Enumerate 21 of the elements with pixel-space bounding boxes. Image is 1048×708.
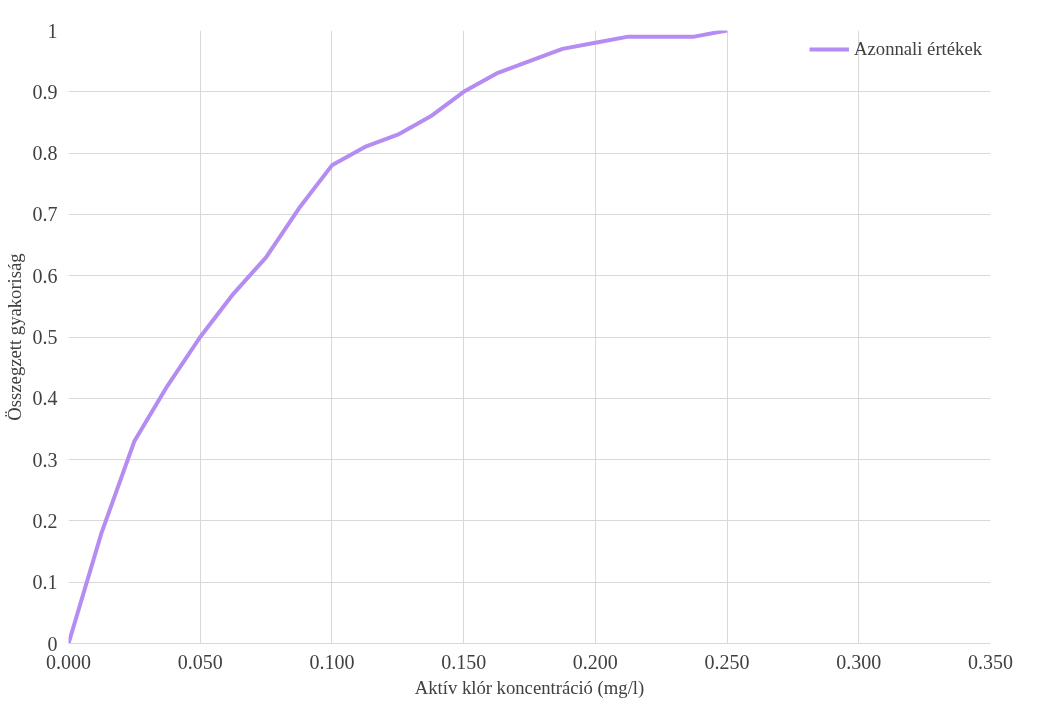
y-tick-label: 0.7 <box>32 203 58 226</box>
x-tick-label: 0.250 <box>704 650 750 673</box>
x-tick-label: 0.050 <box>177 650 223 673</box>
y-tick-label: 0.6 <box>32 264 58 287</box>
x-tick-label: 0.100 <box>309 650 355 673</box>
y-tick-label: 0.3 <box>32 448 58 471</box>
x-tick-label: 0.150 <box>441 650 487 673</box>
legend-label: Azonnali értékek <box>854 38 982 60</box>
y-tick-label: 1 <box>47 19 58 42</box>
x-tick-label: 0.200 <box>572 650 618 673</box>
x-axis-title: Aktív klór koncentráció (mg/l) <box>414 676 645 699</box>
y-tick-label: 0.5 <box>32 326 58 348</box>
x-tick-label: 0.300 <box>836 650 882 673</box>
y-tick-label: 0.4 <box>32 387 58 410</box>
y-tick-label: 0.2 <box>32 509 58 532</box>
y-tick-label: 0.8 <box>32 142 58 165</box>
y-tick-label: 0.9 <box>32 80 58 103</box>
y-axis-title: Összegzett gyakoriság <box>3 253 25 421</box>
y-tick-label: 0.1 <box>32 571 58 594</box>
x-tick-label: 0.350 <box>968 650 1013 673</box>
line-series <box>68 30 730 644</box>
